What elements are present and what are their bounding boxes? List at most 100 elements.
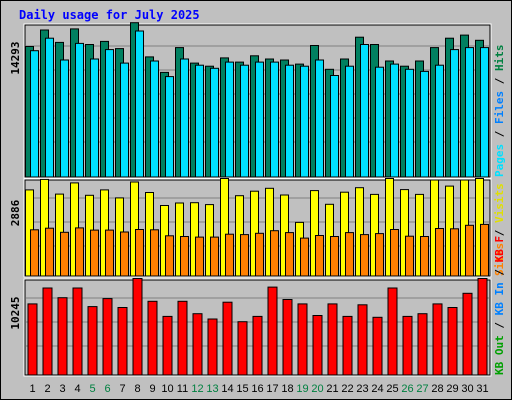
x-tick-11: 11 <box>177 383 188 395</box>
bar-kbytes-kb-f-23 <box>357 304 368 376</box>
x-tick-28: 28 <box>431 383 443 395</box>
bar-visits-sites-11 <box>180 236 189 277</box>
bar-hits-files-29 <box>450 49 459 178</box>
x-tick-25: 25 <box>386 383 398 395</box>
x-tick-12: 12 <box>191 383 203 395</box>
side-legend-part-kbytes-4: KB F <box>493 236 506 263</box>
bar-hits-files-15 <box>240 64 249 178</box>
bar-hits-files-9 <box>150 60 159 178</box>
side-legend-part-visits-2: Visits <box>493 183 506 223</box>
x-tick-31: 31 <box>476 383 488 395</box>
bar-visits-sites-16 <box>255 232 264 277</box>
bar-kbytes-kb-f-17 <box>267 286 278 376</box>
bar-kbytes-kb-f-27 <box>417 313 428 376</box>
bar-hits-files-14 <box>225 61 234 178</box>
bar-visits-sites-19 <box>300 237 309 277</box>
x-tick-14: 14 <box>221 383 233 395</box>
bar-kbytes-kb-f-1 <box>27 303 38 376</box>
side-legend-part-hits-2: Files <box>493 91 506 124</box>
panel-bevel-kbytes <box>23 278 492 377</box>
bar-visits-visits-27 <box>415 193 424 277</box>
bar-hits-files-23 <box>360 44 369 178</box>
side-legend-part-hits-3: / <box>493 71 506 91</box>
x-tick-3: 3 <box>59 383 65 395</box>
bar-kbytes-kb-f-24 <box>372 316 383 376</box>
bar-visits-sites-22 <box>345 232 354 277</box>
side-legend-part-hits-0: Pages <box>493 144 506 177</box>
side-legend-hits: Pages / Files / Hits <box>493 45 506 178</box>
bar-kbytes-kb-f-10 <box>162 315 173 376</box>
bar-hits-files-8 <box>135 30 144 178</box>
bar-kbytes-kb-f-21 <box>327 303 338 376</box>
bar-kbytes-kb-f-3 <box>57 297 68 376</box>
bar-kbytes-kb-f-9 <box>147 300 158 376</box>
bar-visits-sites-27 <box>420 236 429 277</box>
side-legend-kbytes: KB Out / KB In / KB F <box>493 236 506 375</box>
side-legend-part-visits-1: / <box>493 223 506 243</box>
x-tick-15: 15 <box>236 383 248 395</box>
side-legend-part-kbytes-2: KB In <box>493 282 506 315</box>
bar-visits-visits-23 <box>355 187 364 277</box>
x-tick-5: 5 <box>89 383 95 395</box>
bar-kbytes-kb-f-29 <box>447 307 458 376</box>
bar-hits-files-11 <box>180 58 189 178</box>
bar-visits-visits-20 <box>310 190 319 277</box>
panel-bevel-hits <box>23 23 492 179</box>
bar-hits-files-2 <box>45 37 54 178</box>
chart-title: Daily usage for July 2025 <box>19 8 200 22</box>
bar-hits-files-27 <box>420 70 429 178</box>
ymax-label-visits: 2886 <box>9 199 22 226</box>
bar-visits-sites-23 <box>360 234 369 277</box>
bar-kbytes-kb-f-5 <box>87 306 98 376</box>
bar-hits-files-16 <box>255 61 264 178</box>
bar-visits-sites-29 <box>450 228 459 277</box>
bar-kbytes-kb-f-18 <box>282 299 293 376</box>
bar-visits-sites-12 <box>195 236 204 277</box>
bar-hits-files-31 <box>480 47 489 178</box>
bar-hits-files-22 <box>345 65 354 178</box>
bar-hits-files-3 <box>60 59 69 178</box>
x-tick-2: 2 <box>44 383 50 395</box>
x-tick-27: 27 <box>416 383 428 395</box>
bar-hits-files-10 <box>165 76 174 178</box>
bar-hits-files-5 <box>90 58 99 178</box>
x-tick-13: 13 <box>206 383 218 395</box>
x-tick-23: 23 <box>356 383 368 395</box>
bar-kbytes-kb-f-14 <box>222 301 233 376</box>
bar-kbytes-kb-f-20 <box>312 315 323 376</box>
bar-visits-sites-17 <box>270 230 279 277</box>
bar-kbytes-kb-f-30 <box>462 292 473 376</box>
side-legend-part-kbytes-3: / <box>493 262 506 282</box>
bar-kbytes-kb-f-15 <box>237 321 248 376</box>
bar-visits-sites-4 <box>75 227 84 277</box>
x-tick-4: 4 <box>74 383 80 395</box>
bar-hits-files-17 <box>270 61 279 178</box>
bar-hits-files-24 <box>375 66 384 178</box>
bar-kbytes-kb-f-28 <box>432 303 443 376</box>
side-legend-part-visits-0: Sites <box>493 243 506 276</box>
x-tick-19: 19 <box>296 383 308 395</box>
x-tick-1: 1 <box>29 383 35 395</box>
bar-hits-files-28 <box>435 64 444 178</box>
bar-kbytes-kb-f-31 <box>477 278 488 376</box>
bar-kbytes-kb-f-26 <box>402 315 413 376</box>
bar-visits-sites-20 <box>315 235 324 277</box>
bar-visits-sites-13 <box>210 236 219 277</box>
bar-visits-sites-25 <box>390 229 399 277</box>
x-tick-16: 16 <box>251 383 263 395</box>
x-tick-10: 10 <box>161 383 173 395</box>
bar-hits-files-26 <box>405 68 414 178</box>
bar-hits-files-25 <box>390 63 399 178</box>
x-tick-26: 26 <box>401 383 413 395</box>
bar-kbytes-kb-f-11 <box>177 300 188 376</box>
panel-bevel-visits <box>23 178 492 278</box>
side-legend-visits: Sites / Visits <box>493 183 506 276</box>
bar-visits-sites-5 <box>90 229 99 277</box>
bar-kbytes-kb-f-2 <box>42 287 53 376</box>
bar-visits-sites-3 <box>60 231 69 277</box>
bar-visits-visits-26 <box>400 189 409 277</box>
side-legend-part-kbytes-0: KB Out <box>493 335 506 375</box>
bar-hits-files-6 <box>105 49 114 178</box>
bar-kbytes-kb-f-4 <box>72 287 83 376</box>
bar-visits-sites-18 <box>285 232 294 277</box>
